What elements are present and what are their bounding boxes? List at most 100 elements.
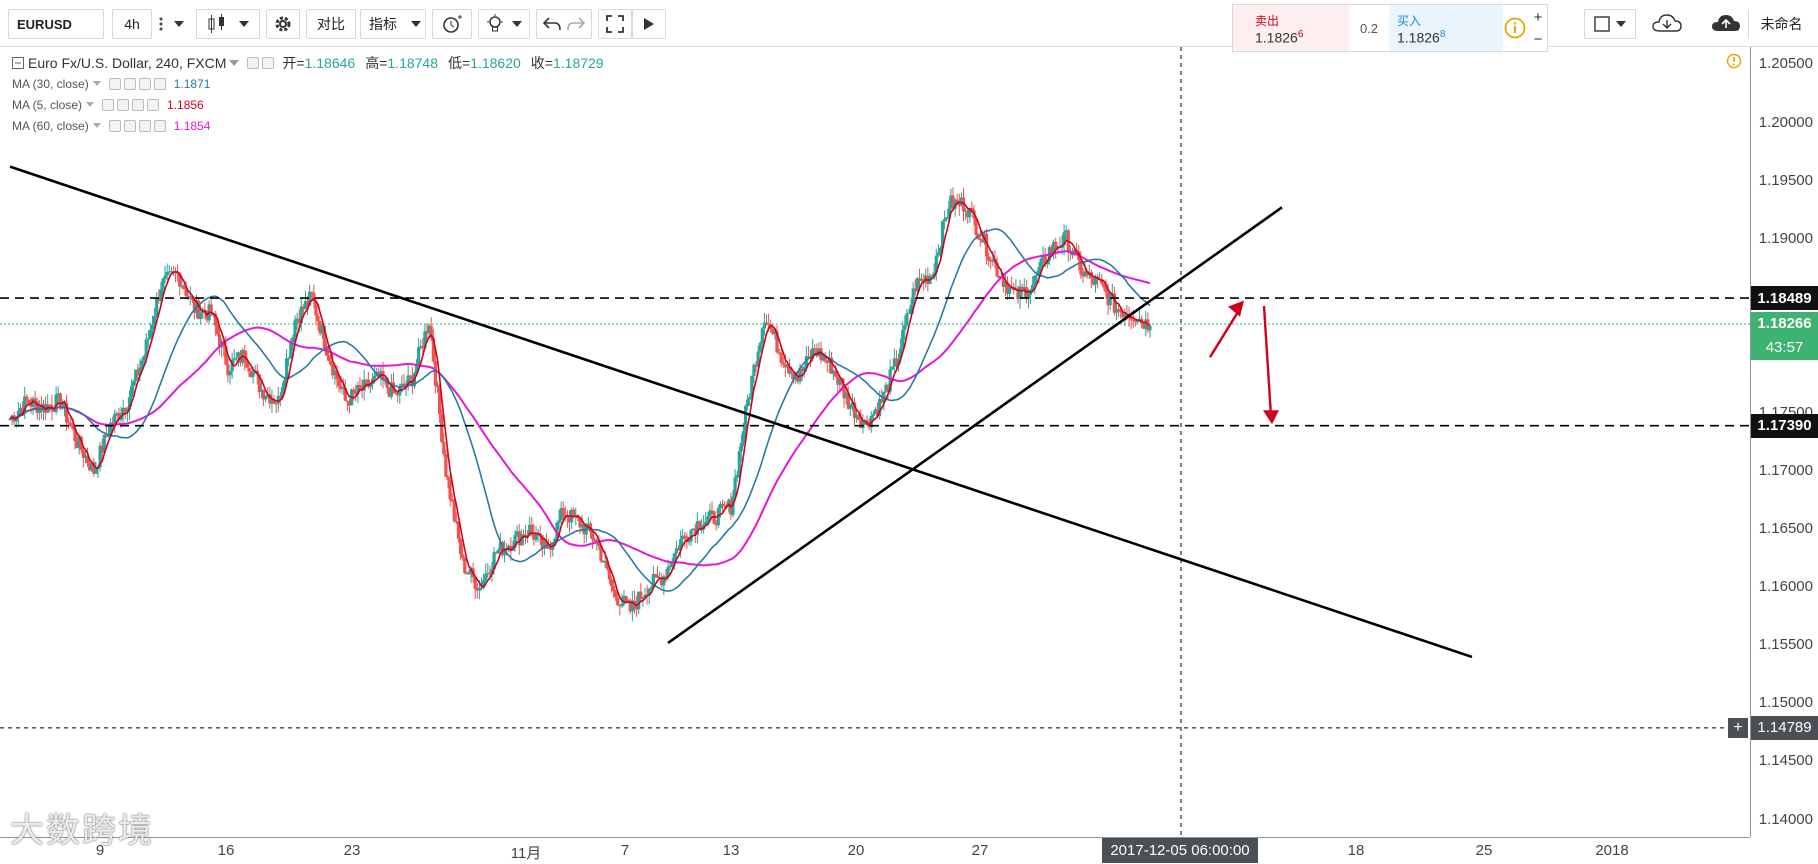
- alert-clock-icon[interactable]: [432, 9, 472, 39]
- candle-body: [272, 399, 276, 404]
- candle-body: [794, 376, 798, 380]
- candle-body: [618, 605, 622, 607]
- chevron-down-icon[interactable]: [92, 123, 101, 128]
- candle-body: [383, 378, 387, 380]
- candle-body: [186, 296, 190, 298]
- candle-body: [440, 414, 444, 442]
- settings-icon[interactable]: [262, 56, 275, 69]
- candle-body: [152, 316, 157, 325]
- more-icon[interactable]: [152, 9, 170, 39]
- cloud-download-icon[interactable]: [1638, 9, 1696, 39]
- compare-button[interactable]: 对比: [306, 9, 356, 39]
- candle-body: [899, 348, 903, 359]
- candle-body: [938, 247, 943, 253]
- price-chart[interactable]: [0, 47, 1750, 837]
- zoom-out-icon[interactable]: −: [1533, 30, 1543, 48]
- candle-body: [685, 536, 689, 542]
- visibility-icon[interactable]: [102, 98, 115, 111]
- candle-body: [67, 422, 71, 424]
- idea-lightbulb-icon[interactable]: [478, 9, 530, 39]
- candle-body: [276, 395, 280, 404]
- candle-body: [161, 278, 165, 290]
- redo-icon[interactable]: [567, 17, 585, 31]
- add-alert-plus-icon[interactable]: +: [1728, 717, 1748, 738]
- chevron-down-icon[interactable]: [170, 9, 188, 39]
- close-icon[interactable]: [147, 98, 160, 111]
- candle-body: [886, 384, 890, 392]
- settings-icon[interactable]: [117, 98, 130, 111]
- drawing-square-button[interactable]: [1584, 9, 1636, 39]
- replay-play-icon[interactable]: [632, 9, 666, 39]
- candle-body: [217, 334, 222, 348]
- visibility-icon[interactable]: [247, 56, 260, 69]
- candle-body: [1123, 313, 1127, 318]
- candle-body: [660, 577, 664, 586]
- candle-body: [567, 517, 572, 523]
- visibility-icon[interactable]: [108, 77, 121, 90]
- candle-body: [278, 395, 282, 398]
- candle-body: [387, 387, 391, 397]
- warning-icon[interactable]: [1726, 53, 1742, 74]
- info-icon[interactable]: [1503, 5, 1527, 51]
- indicators-button[interactable]: 指标: [360, 9, 426, 39]
- buy-button[interactable]: 买入 1.18268: [1389, 5, 1503, 51]
- candle-body: [48, 404, 52, 406]
- layout-name-button[interactable]: 未命名: [1748, 9, 1814, 39]
- time-axis[interactable]: 9162311月71320271118252018: [0, 837, 1750, 864]
- close-icon[interactable]: [153, 119, 166, 132]
- candle-body: [56, 393, 60, 395]
- time-tick-label: 11月: [510, 845, 542, 862]
- candle-body: [934, 255, 938, 273]
- candle-body: [1043, 256, 1047, 265]
- fullscreen-icon[interactable]: [598, 9, 632, 39]
- chart-style-button[interactable]: [196, 9, 260, 39]
- price-axis[interactable]: 1.205001.200001.195001.190001.185001.180…: [1750, 47, 1818, 837]
- collapse-icon[interactable]: [12, 56, 24, 69]
- candle-body: [735, 474, 739, 478]
- candle-body: [94, 468, 98, 474]
- candle-body: [697, 521, 702, 531]
- visibility-icon[interactable]: [108, 119, 121, 132]
- candle-body: [1041, 256, 1045, 260]
- candle-body: [184, 289, 188, 297]
- candle-body: [1142, 322, 1146, 329]
- candle-body: [546, 546, 551, 549]
- settings-gear-icon[interactable]: [266, 9, 300, 39]
- candle-body: [800, 368, 804, 372]
- candle-body: [343, 387, 347, 401]
- close-icon[interactable]: [153, 77, 166, 90]
- ma60-line: [9, 250, 1151, 567]
- add-icon[interactable]: [132, 98, 145, 111]
- undo-icon[interactable]: [543, 17, 561, 31]
- chevron-down-icon[interactable]: [92, 81, 101, 86]
- candle-body: [1007, 286, 1012, 294]
- candle-body: [465, 572, 469, 574]
- candle-body: [456, 521, 461, 539]
- candle-body: [232, 358, 236, 360]
- candle-body: [1108, 294, 1112, 306]
- candle-body: [1026, 294, 1031, 299]
- candle-body: [901, 329, 905, 349]
- candle-body: [144, 339, 148, 357]
- chevron-down-icon[interactable]: [86, 102, 95, 107]
- interval-selector[interactable]: 4h: [112, 9, 152, 39]
- add-icon[interactable]: [138, 119, 151, 132]
- candle-body: [75, 440, 79, 449]
- candle-body: [1064, 230, 1068, 233]
- candle-body: [940, 221, 945, 248]
- candle-body: [1003, 282, 1008, 287]
- settings-icon[interactable]: [123, 119, 136, 132]
- candle-body: [806, 356, 811, 358]
- candle-body: [71, 425, 75, 429]
- settings-icon[interactable]: [123, 77, 136, 90]
- candle-body: [1121, 312, 1125, 318]
- candle-body: [324, 348, 329, 356]
- symbol-search-input[interactable]: EURUSD: [8, 9, 104, 39]
- chevron-down-icon[interactable]: [229, 59, 240, 66]
- zoom-in-icon[interactable]: +: [1533, 8, 1543, 26]
- add-icon[interactable]: [138, 77, 151, 90]
- sell-button[interactable]: 卖出 1.18266: [1233, 5, 1349, 51]
- chevron-down-icon: [1616, 21, 1626, 27]
- candle-body: [1079, 259, 1083, 275]
- ma60-value: 1.1854: [173, 118, 211, 133]
